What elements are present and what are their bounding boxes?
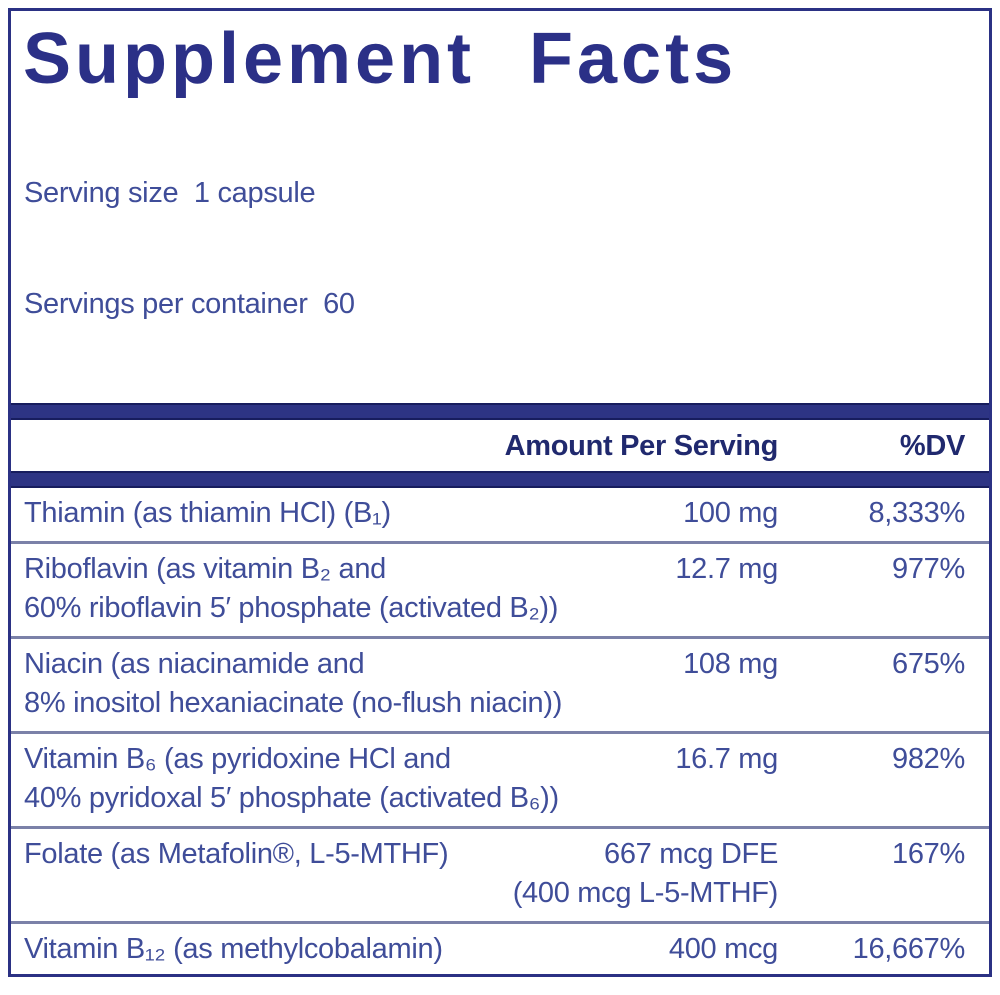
nutrient-name: Vitamin B₆ (as pyridoxine HCl and <box>24 743 451 775</box>
supplement-facts-panel: Supplement Facts Serving size 1 capsule … <box>8 8 992 977</box>
header-percent-dv: %DV <box>899 430 965 462</box>
nutrient-name: Vitamin B₁₂ (as methylcobalamin) <box>24 933 443 965</box>
nutrient-name-line2: 8% inositol hexaniacinate (no-flush niac… <box>24 687 563 719</box>
nutrient-amount: 100 mg <box>683 497 778 529</box>
nutrient-amount: 16.7 mg <box>675 743 778 775</box>
table-row-folate: Folate (as Metafolin®, L-5-MTHF) 667 mcg… <box>11 829 989 924</box>
nutrient-dv: 167% <box>892 838 965 870</box>
serving-size-line: Serving size 1 capsule <box>24 177 316 209</box>
table-row-thiamin: Thiamin (as thiamin HCl) (B₁) 100 mg 8,3… <box>11 488 989 544</box>
nutrient-name: Niacin (as niacinamide and <box>24 648 365 680</box>
nutrient-dv: 8,333% <box>868 497 965 529</box>
page-title: Supplement Facts <box>23 19 738 99</box>
serving-info: Serving size 1 capsule Servings per cont… <box>11 99 989 403</box>
nutrient-amount: 108 mg <box>683 648 778 680</box>
table-row-vitamin-b6: Vitamin B₆ (as pyridoxine HCl and 16.7 m… <box>11 734 989 829</box>
separator-bar-header <box>11 471 989 488</box>
table-row-niacin: Niacin (as niacinamide and 108 mg 675% 8… <box>11 639 989 734</box>
nutrient-amount-line2: (400 mcg L-5-MTHF) <box>512 877 779 909</box>
nutrient-dv: 982% <box>892 743 965 775</box>
nutrient-name: Thiamin (as thiamin HCl) (B₁) <box>24 497 391 529</box>
nutrient-dv: 675% <box>892 648 965 680</box>
nutrient-name-line2: 40% pyridoxal 5′ phosphate (activated B₆… <box>24 782 559 814</box>
table-header-row: Amount Per Serving %DV <box>11 420 989 471</box>
nutrient-dv: 16,667% <box>852 933 966 965</box>
servings-per-container-line: Servings per container 60 <box>24 288 355 320</box>
nutrient-dv: 977% <box>892 553 965 585</box>
separator-bar-top <box>11 403 989 420</box>
nutrient-name: Folate (as Metafolin®, L-5-MTHF) <box>24 838 449 870</box>
header-amount-per-serving: Amount Per Serving <box>504 430 779 462</box>
nutrient-name-line2: 60% riboflavin 5′ phosphate (activated B… <box>24 592 559 624</box>
table-row-riboflavin: Riboflavin (as vitamin B₂ and 12.7 mg 97… <box>11 544 989 639</box>
nutrient-amount: 667 mcg DFE <box>604 838 778 870</box>
nutrient-name: Riboflavin (as vitamin B₂ and <box>24 553 386 585</box>
nutrient-amount: 12.7 mg <box>675 553 778 585</box>
table-row-vitamin-b12: Vitamin B₁₂ (as methylcobalamin) 400 mcg… <box>11 924 989 974</box>
nutrient-amount: 400 mcg <box>668 933 778 965</box>
